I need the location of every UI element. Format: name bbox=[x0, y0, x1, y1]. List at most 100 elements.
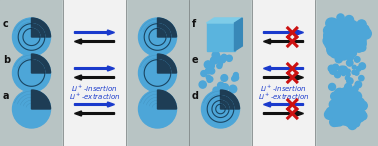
Circle shape bbox=[334, 20, 341, 27]
Circle shape bbox=[356, 36, 366, 46]
Polygon shape bbox=[234, 18, 242, 51]
Circle shape bbox=[335, 72, 341, 78]
FancyArrow shape bbox=[263, 66, 304, 71]
Text: Li$^+$-insertion: Li$^+$-insertion bbox=[260, 84, 307, 94]
Circle shape bbox=[219, 87, 226, 94]
Circle shape bbox=[216, 104, 225, 114]
Wedge shape bbox=[220, 104, 225, 109]
Circle shape bbox=[345, 76, 350, 80]
Circle shape bbox=[329, 100, 339, 109]
Circle shape bbox=[355, 57, 360, 62]
Circle shape bbox=[335, 56, 342, 63]
Circle shape bbox=[347, 69, 350, 73]
Circle shape bbox=[221, 75, 228, 81]
Circle shape bbox=[342, 69, 346, 74]
Circle shape bbox=[347, 78, 353, 84]
Circle shape bbox=[325, 40, 333, 49]
Circle shape bbox=[340, 66, 347, 73]
Circle shape bbox=[354, 43, 363, 52]
Circle shape bbox=[338, 66, 345, 73]
FancyArrow shape bbox=[263, 75, 304, 80]
Wedge shape bbox=[31, 54, 51, 73]
Bar bbox=[206, 23, 234, 51]
Circle shape bbox=[335, 48, 347, 60]
Circle shape bbox=[348, 86, 352, 90]
Wedge shape bbox=[220, 100, 229, 109]
Circle shape bbox=[211, 57, 218, 64]
Circle shape bbox=[332, 92, 342, 102]
Circle shape bbox=[138, 90, 177, 128]
Circle shape bbox=[359, 75, 364, 81]
Circle shape bbox=[359, 45, 366, 51]
Wedge shape bbox=[220, 96, 234, 109]
Circle shape bbox=[342, 49, 351, 58]
Circle shape bbox=[328, 84, 336, 90]
Circle shape bbox=[328, 38, 335, 45]
Circle shape bbox=[355, 71, 359, 75]
Circle shape bbox=[346, 88, 355, 97]
Circle shape bbox=[18, 24, 45, 50]
Wedge shape bbox=[158, 18, 177, 37]
Circle shape bbox=[144, 24, 171, 50]
Circle shape bbox=[330, 24, 339, 33]
Circle shape bbox=[353, 86, 358, 91]
Circle shape bbox=[326, 18, 336, 28]
Circle shape bbox=[201, 71, 207, 77]
Bar bbox=[126, 0, 189, 146]
Circle shape bbox=[149, 28, 166, 46]
Wedge shape bbox=[158, 24, 171, 37]
Circle shape bbox=[348, 121, 357, 130]
Circle shape bbox=[212, 100, 229, 118]
Circle shape bbox=[359, 102, 367, 110]
Circle shape bbox=[208, 77, 213, 82]
Circle shape bbox=[206, 75, 210, 79]
Wedge shape bbox=[31, 28, 40, 37]
Circle shape bbox=[218, 62, 222, 66]
Circle shape bbox=[347, 53, 354, 60]
Circle shape bbox=[12, 90, 51, 128]
Text: b: b bbox=[3, 55, 10, 65]
Circle shape bbox=[218, 82, 224, 89]
Circle shape bbox=[332, 114, 342, 124]
Circle shape bbox=[355, 81, 362, 88]
Circle shape bbox=[359, 103, 366, 110]
Circle shape bbox=[327, 18, 338, 29]
Bar bbox=[0, 0, 63, 146]
Text: f: f bbox=[192, 19, 196, 29]
Circle shape bbox=[352, 92, 361, 101]
Wedge shape bbox=[158, 90, 177, 109]
Circle shape bbox=[325, 110, 334, 119]
Circle shape bbox=[199, 81, 206, 88]
Bar bbox=[189, 0, 252, 146]
Circle shape bbox=[352, 70, 356, 74]
Wedge shape bbox=[220, 90, 240, 109]
Circle shape bbox=[213, 87, 219, 93]
Circle shape bbox=[358, 115, 364, 121]
Circle shape bbox=[352, 87, 356, 91]
FancyArrow shape bbox=[263, 111, 304, 116]
Circle shape bbox=[324, 30, 336, 42]
Circle shape bbox=[213, 55, 221, 62]
Circle shape bbox=[18, 60, 45, 86]
FancyArrow shape bbox=[263, 39, 304, 44]
Circle shape bbox=[332, 117, 341, 126]
Circle shape bbox=[346, 73, 350, 77]
Circle shape bbox=[344, 87, 351, 95]
Circle shape bbox=[358, 101, 367, 110]
Circle shape bbox=[217, 63, 222, 68]
Circle shape bbox=[12, 18, 51, 56]
Circle shape bbox=[354, 97, 361, 104]
Circle shape bbox=[338, 92, 345, 99]
FancyArrow shape bbox=[74, 39, 115, 44]
Circle shape bbox=[206, 68, 211, 73]
Circle shape bbox=[330, 110, 337, 118]
Circle shape bbox=[234, 73, 238, 77]
Text: Li$^+$-extraction: Li$^+$-extraction bbox=[257, 92, 310, 102]
Circle shape bbox=[356, 98, 364, 106]
Circle shape bbox=[327, 109, 335, 116]
Circle shape bbox=[352, 65, 356, 69]
Circle shape bbox=[359, 112, 367, 120]
Circle shape bbox=[207, 96, 234, 122]
Circle shape bbox=[218, 84, 223, 89]
Text: d: d bbox=[192, 91, 199, 101]
